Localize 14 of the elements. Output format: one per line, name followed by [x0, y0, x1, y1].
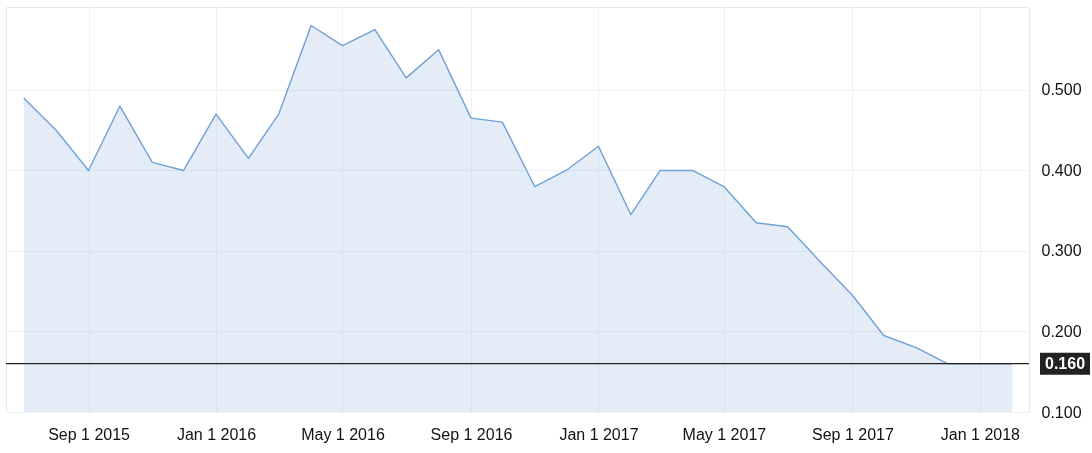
x-tick-label: Jan 1 2018 — [940, 425, 1021, 443]
y-tick-label: 0.100 — [1041, 403, 1082, 421]
x-tick-label: Sep 1 2015 — [48, 425, 131, 443]
ref-line-label: 0.160 — [1044, 354, 1086, 372]
x-tick-label: Jan 1 2017 — [559, 425, 639, 443]
x-tick-label: Sep 1 2016 — [430, 425, 513, 443]
y-tick-label: 0.500 — [1041, 81, 1082, 99]
x-tick-label: May 1 2016 — [301, 425, 385, 443]
x-tick-label: Jan 1 2016 — [176, 425, 257, 443]
x-tick-label: May 1 2017 — [682, 425, 767, 443]
x-tick-label: Sep 1 2017 — [811, 425, 894, 443]
y-tick-label: 0.200 — [1041, 322, 1082, 340]
y-tick-label: 0.400 — [1041, 161, 1082, 179]
y-tick-label: 0.300 — [1041, 242, 1082, 260]
